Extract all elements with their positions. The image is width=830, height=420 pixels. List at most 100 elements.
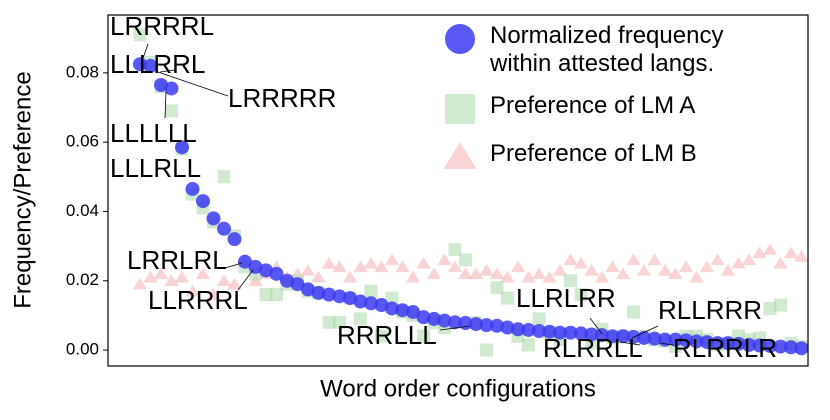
legend-marker — [443, 142, 477, 169]
annotation: LRRLRL — [127, 245, 227, 275]
point — [195, 267, 211, 280]
point — [521, 270, 536, 283]
point — [490, 281, 504, 295]
annotation: RLLRRR — [658, 295, 762, 325]
annotation-leader — [164, 91, 167, 119]
y-tick-label: 0.08 — [66, 62, 99, 81]
point — [700, 335, 714, 350]
point — [364, 284, 378, 298]
point — [542, 324, 557, 339]
point — [353, 260, 368, 273]
point — [501, 291, 514, 305]
point — [731, 256, 746, 269]
point — [153, 267, 169, 280]
point — [564, 274, 577, 288]
point — [164, 81, 179, 96]
legend-marker — [445, 94, 475, 124]
point — [342, 270, 358, 283]
point — [627, 305, 640, 319]
y-axis-label: Frequency/Preference — [9, 71, 36, 308]
point — [784, 340, 798, 355]
point — [689, 334, 704, 349]
point — [175, 140, 189, 155]
point — [248, 259, 263, 274]
point — [405, 270, 421, 283]
point — [143, 270, 158, 283]
legend-entry: Normalized frequency within attested lan… — [442, 22, 812, 78]
point — [584, 263, 599, 276]
point — [794, 341, 809, 356]
point — [343, 291, 357, 306]
point — [227, 277, 242, 290]
point — [437, 313, 452, 328]
plot-frame — [107, 14, 809, 367]
point — [468, 267, 484, 280]
point — [710, 253, 725, 266]
point — [458, 267, 473, 280]
point — [311, 285, 326, 300]
point — [426, 267, 442, 280]
point — [489, 267, 505, 280]
point — [773, 256, 788, 269]
point — [531, 267, 547, 280]
point — [164, 274, 179, 286]
point — [616, 329, 630, 344]
point — [290, 277, 305, 292]
point — [448, 315, 462, 330]
point — [741, 253, 757, 266]
point — [595, 328, 609, 343]
legend-label: Normalized frequency within attested lan… — [490, 22, 724, 77]
point — [416, 256, 431, 269]
point — [563, 325, 578, 340]
point — [427, 311, 441, 326]
point — [259, 288, 273, 302]
annotation: RLRRLR — [673, 333, 777, 363]
point — [522, 338, 535, 352]
point — [459, 253, 472, 267]
point — [301, 282, 315, 297]
point — [185, 284, 200, 297]
point — [532, 324, 546, 339]
point — [322, 287, 336, 302]
annotation-leader — [157, 71, 229, 97]
point — [500, 320, 515, 335]
point — [311, 270, 326, 283]
point — [720, 263, 736, 276]
point — [511, 322, 525, 337]
point — [699, 260, 715, 273]
point — [437, 253, 452, 266]
annotation: LLRLRR — [516, 283, 616, 313]
point — [133, 28, 147, 42]
legend-entry: Preference of LM A — [442, 92, 812, 126]
point — [479, 263, 494, 276]
point — [132, 277, 148, 290]
point — [689, 270, 704, 283]
point — [443, 142, 477, 169]
point — [605, 260, 620, 273]
legend-entry: Preference of LM B — [442, 140, 812, 174]
point — [374, 298, 389, 313]
point — [783, 246, 799, 259]
legend-label: Preference of LM A — [490, 92, 696, 119]
point — [668, 267, 683, 280]
point — [364, 296, 378, 311]
point — [259, 263, 273, 278]
point — [374, 260, 389, 273]
point — [594, 270, 610, 283]
point — [626, 253, 641, 266]
point — [270, 288, 283, 302]
point — [353, 294, 368, 309]
point — [375, 329, 388, 343]
point — [322, 315, 336, 329]
point — [363, 256, 379, 269]
annotation: LRRRRR — [228, 83, 336, 113]
point — [385, 291, 399, 305]
annotation-leader — [140, 43, 149, 65]
point — [165, 104, 178, 118]
annotation: LLLRLL — [110, 153, 201, 183]
point — [774, 298, 787, 312]
y-tick-label: 0.04 — [66, 201, 99, 220]
point — [542, 270, 557, 283]
annotation-leader — [631, 325, 659, 339]
point — [300, 263, 316, 276]
